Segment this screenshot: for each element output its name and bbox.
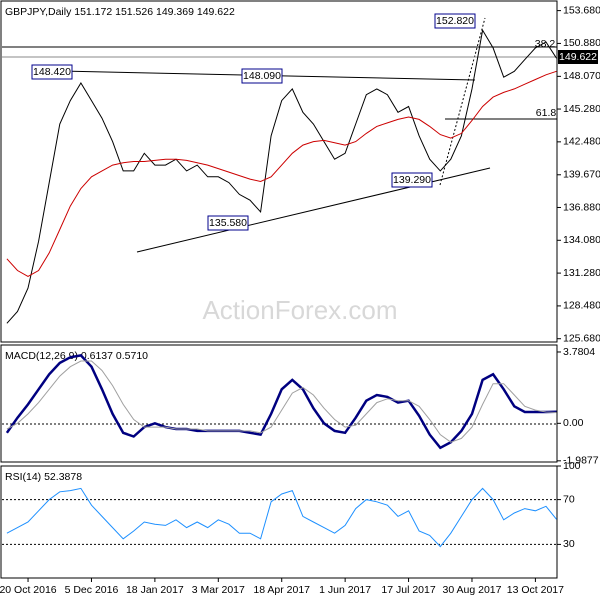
y-tick-label: -1.9877 — [563, 455, 599, 467]
y-tick-label: 131.280 — [563, 267, 600, 279]
annotation-box — [241, 68, 283, 84]
annotation: 61.8 — [536, 107, 557, 119]
y-tick-label: 0.00 — [563, 417, 584, 429]
y-tick-label: 145.280 — [563, 103, 600, 115]
y-tick-label: 30 — [563, 538, 575, 550]
y-tick-label: 128.480 — [563, 300, 600, 312]
annotation: 152.820 — [436, 15, 474, 27]
projection-line — [439, 17, 486, 186]
series-line — [5, 354, 557, 450]
y-tick-label: 148.070 — [563, 70, 600, 82]
y-tick-label: 142.480 — [563, 136, 600, 148]
annotation-box — [207, 215, 249, 231]
annotation-box — [434, 13, 476, 29]
annotation: 135.580 — [209, 217, 247, 229]
x-tick-label: 18 Apr 2017 — [253, 584, 310, 596]
annotation-box — [391, 172, 433, 188]
series-line — [6, 487, 557, 548]
y-tick-label: 139.670 — [563, 169, 600, 181]
y-tick-label: 70 — [563, 493, 575, 505]
series-line — [6, 70, 557, 277]
price-panel — [0, 0, 558, 343]
annotation: 38.2 — [535, 38, 556, 50]
annotation-box — [31, 64, 73, 80]
panel-title: RSI(14) 52.3878 — [5, 471, 82, 483]
x-tick-label: 17 Jul 2017 — [381, 584, 435, 596]
annotation: 139.290 — [393, 174, 431, 186]
y-tick-label: 136.880 — [563, 201, 600, 213]
rsi-panel — [0, 465, 558, 579]
price-box — [558, 50, 598, 64]
y-tick-label: 3.7804 — [563, 346, 595, 358]
y-tick-label: 134.080 — [563, 234, 600, 246]
x-tick-label: 5 Dec 2016 — [65, 584, 119, 596]
panel-title: GBPJPY,Daily 151.172 151.526 149.369 149… — [5, 6, 235, 18]
annotation: 148.420 — [33, 66, 71, 78]
x-tick-label: 13 Oct 2017 — [507, 584, 564, 596]
y-tick-label: 153.680 — [563, 4, 600, 16]
series-line — [6, 28, 557, 324]
macd-panel — [0, 344, 558, 463]
x-tick-label: 18 Jan 2017 — [126, 584, 184, 596]
x-tick-label: 1 Jun 2017 — [319, 584, 371, 596]
y-tick-label: 125.680 — [563, 333, 600, 345]
y-tick-label: 100 — [563, 460, 581, 472]
y-tick-label: 150.880 — [563, 37, 600, 49]
watermark: ActionForex.com — [202, 295, 397, 325]
x-tick-label: 3 Mar 2017 — [192, 584, 245, 596]
annotation: 149.622 — [559, 51, 597, 63]
support-line — [136, 167, 491, 253]
annotation: 148.090 — [243, 70, 281, 82]
series-line — [6, 360, 557, 443]
x-tick-label: 20 Oct 2016 — [0, 584, 57, 596]
x-tick-label: 30 Aug 2017 — [442, 584, 501, 596]
